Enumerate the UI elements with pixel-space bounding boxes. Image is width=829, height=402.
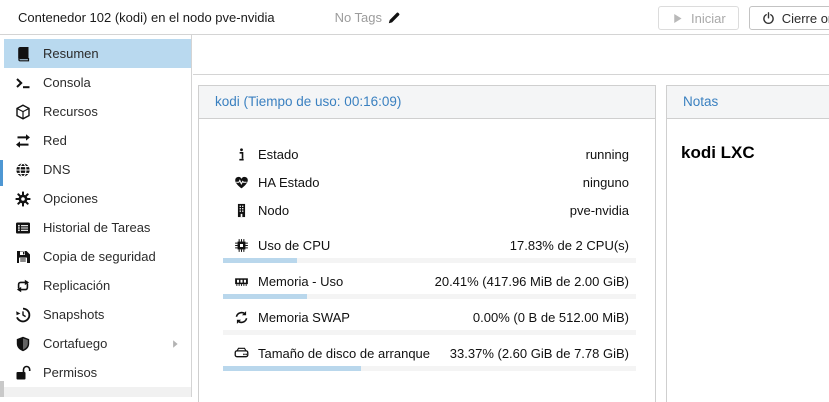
chevron-right-icon <box>169 338 181 350</box>
status-value: ninguno <box>582 174 629 190</box>
power-icon <box>762 12 775 25</box>
page-title: Contenedor 102 (kodi) en el nodo pve-nvi… <box>18 9 275 25</box>
notes-body[interactable]: kodi LXC <box>667 119 829 187</box>
sidebar-item-consola[interactable]: Consola <box>4 68 191 97</box>
sidebar-item-resumen[interactable]: Resumen <box>4 39 191 68</box>
status-row: Memoria SWAP 0.00% (0 B de 512.00 MiB) <box>199 306 655 328</box>
status-row: HA Estado ninguno <box>199 168 655 196</box>
status-value: 0.00% (0 B de 512.00 MiB) <box>472 309 629 325</box>
status-panel: kodi (Tiempo de uso: 00:16:09) Estado ru… <box>198 85 656 402</box>
notes-panel: Notas kodi LXC <box>666 85 829 402</box>
exchange-arrows-icon <box>15 133 31 149</box>
usage-progress-bar <box>223 366 636 371</box>
usage-progress-bar <box>223 294 636 299</box>
play-icon <box>671 12 684 25</box>
swap-icon <box>234 310 249 325</box>
cube-icon <box>15 104 31 120</box>
status-panel-title: kodi (Tiempo de uso: 00:16:09) <box>199 86 655 119</box>
usage-progress-bar <box>223 258 636 263</box>
notes-panel-title: Notas <box>667 86 829 119</box>
status-value: 33.37% (2.60 GiB de 7.78 GiB) <box>449 345 629 361</box>
tags-label: No Tags <box>334 9 383 25</box>
sidebar-item-cortafuego[interactable]: Cortafuego <box>4 329 191 358</box>
info-icon <box>234 147 249 162</box>
book-icon <box>15 46 31 62</box>
sidebar-item-recursos[interactable]: Recursos <box>4 97 191 126</box>
sidebar-menu: Resumen Consola Recursos Red DNS Opcione… <box>4 35 191 387</box>
top-bar-buttons: Iniciar Cierre ordenado <box>658 6 829 30</box>
status-value: pve-nvidia <box>569 202 629 218</box>
sidebar-item-replicación[interactable]: Replicación <box>4 271 191 300</box>
history-icon <box>15 307 31 323</box>
status-value: 17.83% de 2 CPU(s) <box>509 237 629 253</box>
pencil-icon[interactable] <box>388 11 401 24</box>
usage-progress-bar <box>223 330 636 335</box>
status-row: Estado running <box>199 140 655 168</box>
gear-icon <box>15 191 31 207</box>
cpu-icon <box>234 238 249 253</box>
status-value: 20.41% (417.96 MiB de 2.00 GiB) <box>434 273 629 289</box>
replication-arrows-icon <box>15 278 31 294</box>
sidebar-item-historial-de-tareas[interactable]: Historial de Tareas <box>4 213 191 242</box>
status-body: Estado running HA Estado ninguno Nodo pv… <box>199 119 655 371</box>
status-row: Nodo pve-nvidia <box>199 196 655 224</box>
status-row: Memoria - Uso 20.41% (417.96 MiB de 2.00… <box>199 270 655 292</box>
globe-icon <box>15 162 31 178</box>
cierre-ordenado-button[interactable]: Cierre ordenado <box>748 6 829 30</box>
resource-tree-edge <box>0 35 4 402</box>
memory-icon <box>234 274 249 289</box>
content-toolbar <box>193 35 829 75</box>
status-row: Tamaño de disco de arranque 33.37% (2.60… <box>199 342 655 364</box>
status-value: running <box>585 146 629 162</box>
sidebar-item-copia-de-seguridad[interactable]: Copia de seguridad <box>4 242 191 271</box>
sidebar: Resumen Consola Recursos Red DNS Opcione… <box>4 35 192 397</box>
status-row: Uso de CPU 17.83% de 2 CPU(s) <box>199 234 655 256</box>
tags-edit[interactable]: No Tags <box>335 10 401 25</box>
floppy-icon <box>15 249 31 265</box>
heartbeat-icon <box>234 175 249 190</box>
notes-content: kodi LXC <box>681 143 755 162</box>
sidebar-item-dns[interactable]: DNS <box>4 155 191 184</box>
disk-icon <box>234 346 249 361</box>
task-list-icon <box>15 220 31 236</box>
building-icon <box>234 203 249 218</box>
top-bar: Contenedor 102 (kodi) en el nodo pve-nvi… <box>0 0 829 35</box>
iniciar-button[interactable]: Iniciar <box>658 6 739 30</box>
sidebar-item-permisos[interactable]: Permisos <box>4 358 191 387</box>
terminal-icon <box>15 75 31 91</box>
sidebar-item-snapshots[interactable]: Snapshots <box>4 300 191 329</box>
tree-selection-marker <box>0 160 3 186</box>
shield-icon <box>15 336 31 352</box>
sidebar-item-red[interactable]: Red <box>4 126 191 155</box>
unlock-icon <box>15 365 31 381</box>
sidebar-item-opciones[interactable]: Opciones <box>4 184 191 213</box>
